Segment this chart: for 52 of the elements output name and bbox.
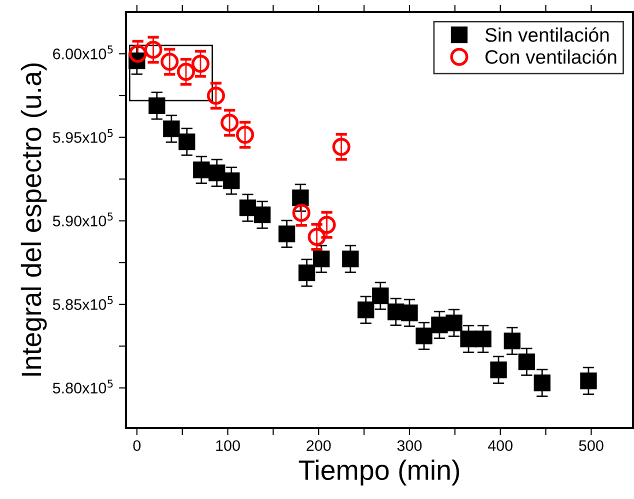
y-axis-title: Integral del espectro (u.a) [20, 63, 47, 376]
point [236, 126, 254, 144]
point [358, 302, 374, 318]
point [148, 97, 166, 114]
point [308, 228, 326, 246]
x-tick-label: 200 [306, 440, 331, 452]
point [191, 54, 210, 73]
x-tick-label: 400 [488, 440, 512, 452]
y-tick-label: 5.90x10$^{5}$ [52, 212, 113, 226]
point [474, 330, 492, 348]
point [254, 206, 271, 224]
x-tick-label: 0 [133, 440, 141, 452]
point [292, 204, 310, 222]
point [490, 362, 507, 378]
x-tick-label: 100 [216, 440, 240, 452]
point [292, 189, 309, 206]
point [144, 40, 162, 59]
point [239, 199, 256, 216]
point [342, 250, 359, 268]
point [580, 372, 597, 390]
point [223, 172, 240, 190]
point [518, 354, 536, 370]
point [278, 226, 296, 242]
point [372, 288, 389, 304]
point [401, 304, 418, 322]
y-tick-label: 5.85x10$^{5}$ [52, 296, 113, 310]
point [534, 374, 550, 392]
point [220, 114, 239, 132]
legend-label: Con ventilación [485, 49, 616, 64]
point [446, 314, 462, 332]
point [163, 120, 180, 138]
y-tick-label: 5.95x10$^{5}$ [52, 129, 113, 143]
point [208, 164, 226, 182]
point [416, 328, 432, 344]
point [128, 44, 147, 63]
point [178, 133, 196, 150]
point [313, 250, 330, 268]
point [332, 138, 350, 156]
point [193, 162, 210, 178]
legend-label: Sin ventilación [485, 27, 609, 42]
point [298, 264, 316, 282]
point [504, 332, 520, 350]
point [176, 62, 195, 81]
point [206, 86, 225, 105]
point [431, 316, 448, 334]
y-tick-label: 6.00x10$^{5}$ [53, 46, 113, 60]
point [318, 216, 336, 234]
y-tick-label: 5.80x10$^{5}$ [52, 380, 113, 394]
x-tick-label: 500 [579, 440, 604, 452]
x-axis-title: Tiempo (min) [298, 460, 460, 486]
x-tick-label: 300 [397, 440, 422, 452]
point [160, 52, 179, 71]
